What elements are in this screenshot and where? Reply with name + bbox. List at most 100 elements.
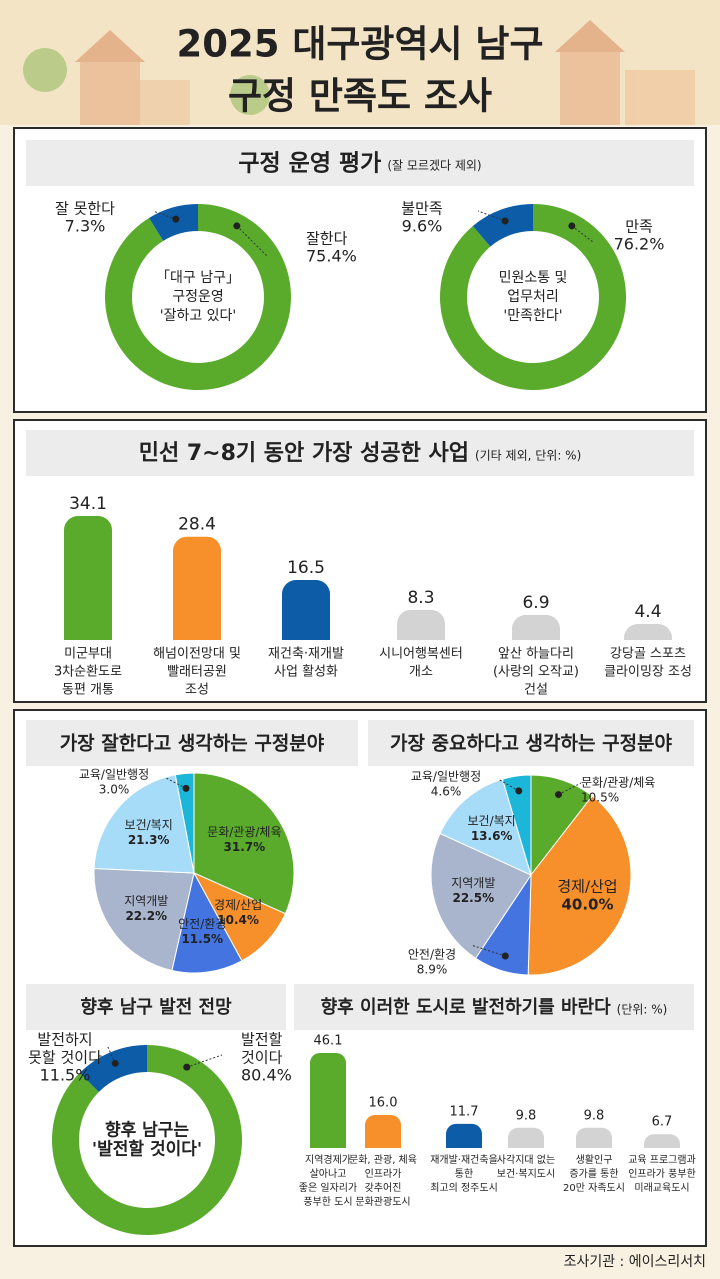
leader-line xyxy=(152,210,176,220)
value-label: 76.2% xyxy=(614,235,665,254)
category-label: 문화/관광/체육 xyxy=(207,825,281,839)
section-header xyxy=(294,984,694,1030)
pie-slice xyxy=(430,832,532,959)
category-label: 강당골 스포츠 xyxy=(610,647,686,662)
category-label: 문화/관광/체육 xyxy=(581,776,655,790)
value-label: 22.2% xyxy=(125,909,167,923)
leader-dot xyxy=(501,952,509,960)
value-label: 11.5% xyxy=(181,932,223,946)
pie-slice xyxy=(501,774,532,876)
value-label: 40.0% xyxy=(561,896,613,914)
category-label: 최고의 정주도시 xyxy=(430,1182,498,1194)
value-label: 8.3 xyxy=(407,588,434,608)
section-header xyxy=(368,720,694,766)
center-text: 「대구 남구」 xyxy=(156,270,240,286)
category-label: 통한 xyxy=(455,1168,473,1180)
section-title: 향후 이러한 도시로 발전하기를 바란다 xyxy=(321,997,611,1018)
leader-line xyxy=(236,225,269,258)
category-label: 잘 못한다 xyxy=(55,200,115,218)
category-label: 20만 자족도시 xyxy=(563,1182,625,1194)
title-line: 2025 대구광역시 남구 xyxy=(176,23,543,66)
category-label: 증가를 통한 xyxy=(569,1168,618,1180)
center-text: '발전할 것이다' xyxy=(92,1140,202,1160)
leader-dot xyxy=(501,217,509,225)
category-label: 건설 xyxy=(524,683,548,698)
category-label: 발전하지 xyxy=(37,1031,92,1049)
category-label: 갖추어진 xyxy=(365,1182,402,1194)
category-label: 교육/일반행정 xyxy=(411,769,481,784)
category-label: 미군부대 xyxy=(64,647,112,662)
category-label: 교육 프로그램과 xyxy=(628,1154,696,1166)
value-label: 7.3% xyxy=(65,217,106,236)
category-label: 재건축·재개발 xyxy=(268,647,344,662)
category-label: 안전/환경 xyxy=(408,948,456,962)
section-title: 구정 운영 평가 xyxy=(238,151,381,177)
category-label: 인프라가 xyxy=(365,1168,402,1180)
category-label: 보건·복지도시 xyxy=(497,1168,555,1180)
category-label: 인프라가 풍부한 xyxy=(628,1168,696,1180)
category-label: 보건/복지 xyxy=(125,818,173,832)
category-label: 좋은 일자리가 xyxy=(299,1182,357,1194)
bar xyxy=(446,1123,482,1148)
donut-segment xyxy=(472,204,533,247)
pie-slice xyxy=(193,772,295,915)
section-header xyxy=(26,430,694,476)
value-label: 75.4% xyxy=(306,247,357,266)
title-line: 구정 만족도 조사 xyxy=(228,75,492,118)
bar xyxy=(64,516,112,640)
value-label: 9.8 xyxy=(516,1108,537,1123)
center-text: 업무처리 xyxy=(507,289,559,305)
category-label: 동편 개통 xyxy=(62,683,114,698)
section-header xyxy=(26,140,694,186)
bar xyxy=(576,1127,612,1148)
section-note: (잘 모르겠다 제외) xyxy=(387,159,481,173)
pie-slice xyxy=(527,795,632,976)
bar xyxy=(624,624,672,640)
category-label: 사각지대 없는 xyxy=(497,1153,555,1166)
category-label: 것이다 xyxy=(241,1049,283,1067)
category-label: 지역경제가 xyxy=(305,1153,351,1166)
center-text: 구정운영 xyxy=(172,289,224,305)
category-label: 앞산 하늘다리 xyxy=(498,647,574,662)
value-label: 3.0% xyxy=(99,783,130,797)
value-label: 34.1 xyxy=(69,494,107,514)
value-label: 8.9% xyxy=(417,963,448,977)
section-header xyxy=(26,984,286,1030)
value-label: 16.5 xyxy=(287,558,325,578)
leader-dot xyxy=(555,791,563,799)
donut-segment xyxy=(149,204,198,241)
bar xyxy=(397,609,445,640)
category-label: 개소 xyxy=(409,665,433,680)
category-label: 3차순환도로 xyxy=(54,665,122,680)
value-label: 9.6% xyxy=(402,217,443,236)
category-label: 만족 xyxy=(625,218,653,236)
category-label: 살아나고 xyxy=(310,1168,347,1180)
pie-slice xyxy=(439,778,532,876)
section-note: (단위: %) xyxy=(617,1003,668,1017)
header-decoration xyxy=(23,20,695,125)
category-label: 생활인구 xyxy=(576,1153,613,1166)
leader-dot xyxy=(183,1063,191,1071)
category-label: 조성 xyxy=(185,683,209,698)
category-label: 사업 활성화 xyxy=(274,665,338,680)
section-header xyxy=(26,720,358,766)
pie-slice xyxy=(93,774,195,874)
category-label: 빨래터공원 xyxy=(167,665,227,680)
value-label: 11.5% xyxy=(40,1066,91,1085)
section-title: 가장 중요하다고 생각하는 구정분야 xyxy=(390,733,673,755)
bar xyxy=(512,614,560,640)
category-label: 문화관광도시 xyxy=(355,1196,410,1208)
section-note: (기타 제외, 단위: %) xyxy=(475,449,581,463)
value-label: 9.8 xyxy=(584,1108,605,1123)
value-label: 28.4 xyxy=(178,515,216,535)
section-title: 가장 잘한다고 생각하는 구정분야 xyxy=(60,733,325,755)
pie-slice xyxy=(93,867,195,972)
bar xyxy=(282,580,330,640)
category-label: 클라이밍장 조성 xyxy=(604,665,692,680)
category-label: 보건/복지 xyxy=(468,814,516,828)
leader-dot xyxy=(111,1059,119,1067)
leader-dot xyxy=(233,222,241,230)
category-label: 문화, 관광, 체육 xyxy=(349,1154,417,1166)
category-label: 경제/산업 xyxy=(557,878,617,896)
bar xyxy=(365,1115,401,1148)
